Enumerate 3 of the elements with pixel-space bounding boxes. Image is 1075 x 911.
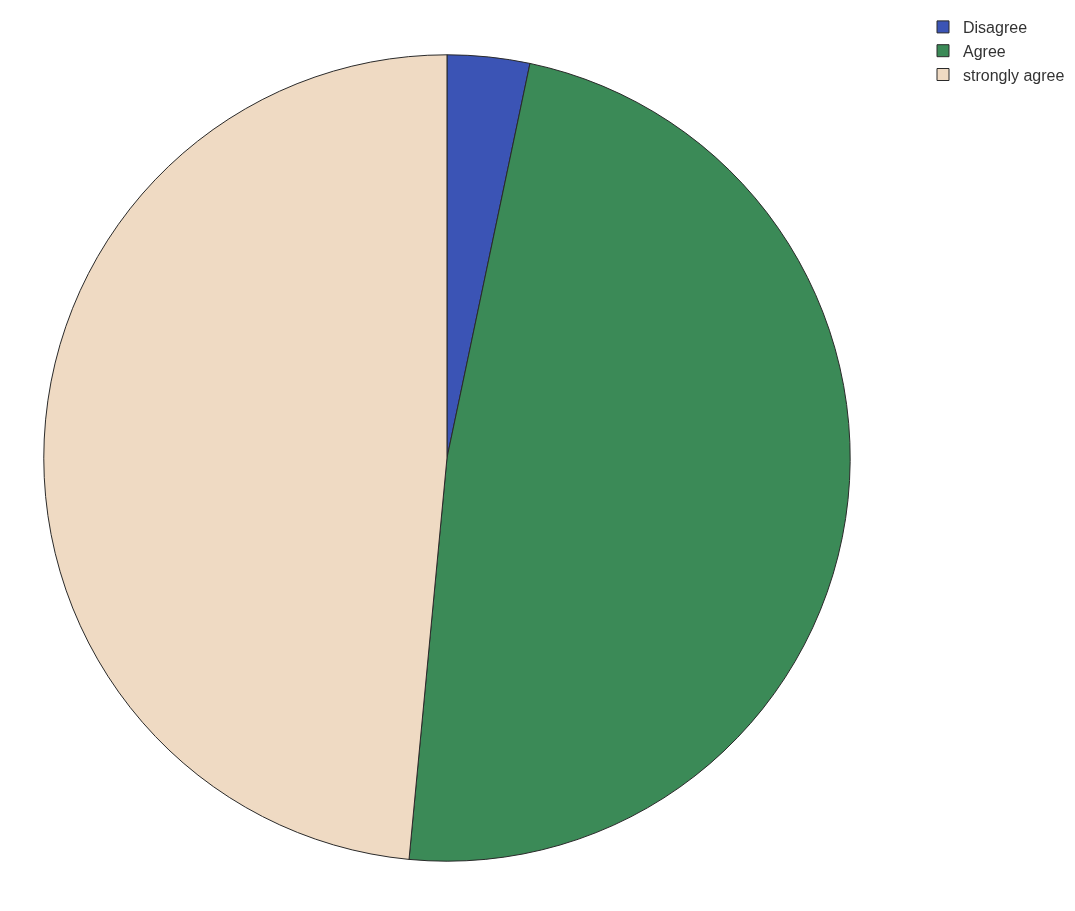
legend-label: Agree — [963, 42, 1006, 60]
legend-label: Disagree — [963, 19, 1028, 37]
legend-label: strongly agree — [963, 66, 1065, 84]
